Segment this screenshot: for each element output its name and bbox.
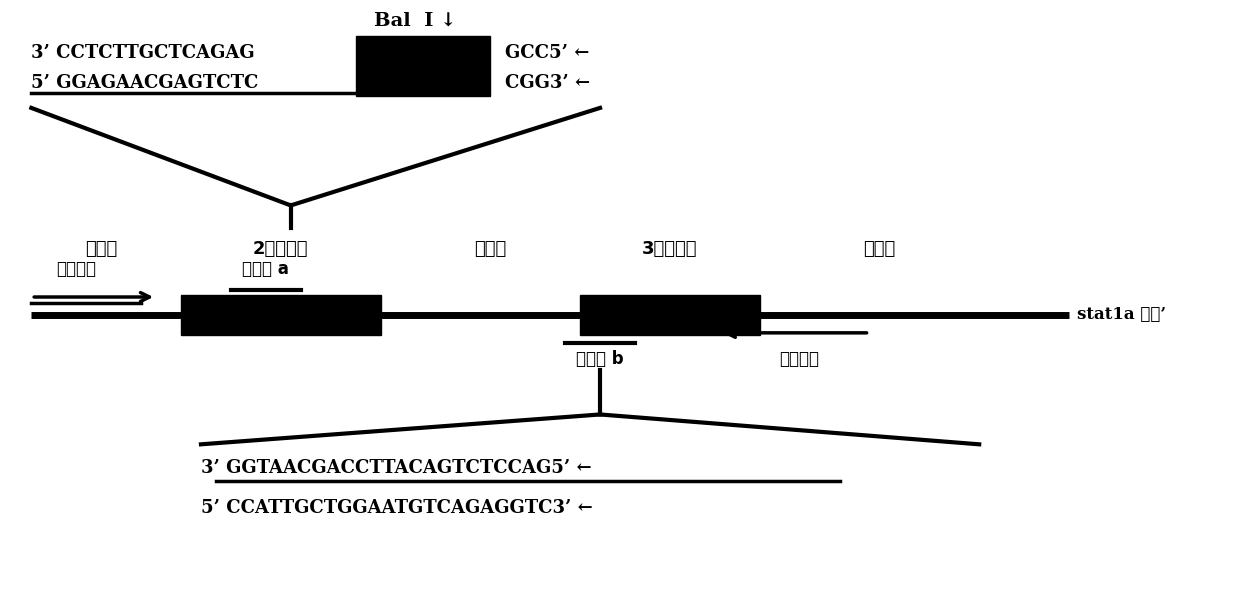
Bar [181,295,381,335]
Text: 上游引物: 上游引物 [56,260,97,278]
Text: 下游引物: 下游引物 [780,350,820,368]
Text: 2号外显子: 2号外显子 [253,240,309,258]
Bar [580,295,760,335]
Text: 5’ CCATTGCTGGAATGTCAGAGGTC3’ ←: 5’ CCATTGCTGGAATGTCAGAGGTC3’ ← [201,499,593,517]
Text: GCC5’ ←: GCC5’ ← [505,44,590,62]
Text: 3’ GGTAACGACCTTACAGTCTCCAG5’ ←: 3’ GGTAACGACCTTACAGTCTCCAG5’ ← [201,459,591,477]
Text: Bal  I ↓: Bal I ↓ [374,11,456,29]
Text: 内含子: 内含子 [474,240,506,258]
Text: 内含子: 内含子 [86,240,118,258]
Text: 靶位点 b: 靶位点 b [577,350,624,368]
Text: 3号外显子: 3号外显子 [642,240,698,258]
Text: 5’ GGAGAACGAGTCTC: 5’ GGAGAACGAGTCTC [31,74,259,92]
Text: 3’ CCTCTTGCTCAGAG: 3’ CCTCTTGCTCAGAG [31,44,255,62]
Text: CGG3’ ←: CGG3’ ← [505,74,590,92]
Text: 内含子: 内含子 [863,240,895,258]
Text: stat1a 基因’: stat1a 基因’ [1078,307,1166,323]
Bar [356,36,490,96]
Text: 靶位点 a: 靶位点 a [242,260,289,278]
